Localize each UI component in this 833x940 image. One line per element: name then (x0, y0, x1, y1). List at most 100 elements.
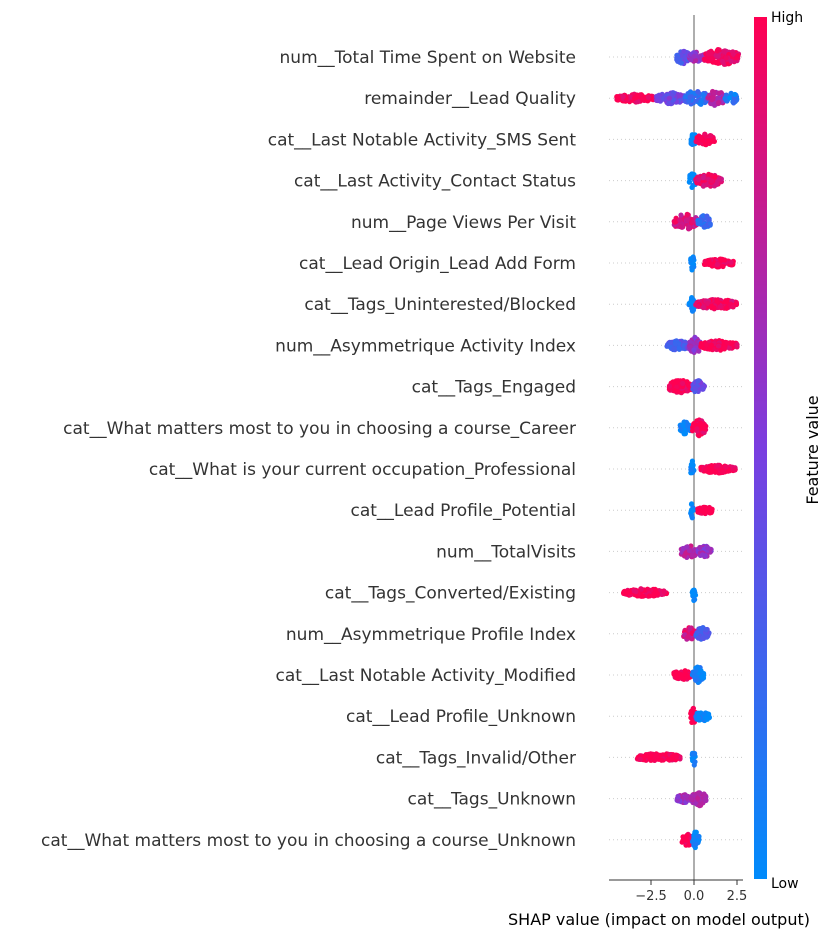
shap-point (620, 94, 626, 100)
shap-point (680, 422, 686, 428)
shap-point (714, 298, 720, 305)
shap-point (734, 55, 740, 61)
shap-point (716, 47, 722, 53)
feature-label: num__TotalVisits (436, 542, 576, 562)
shap-point (687, 339, 693, 345)
shap-point (712, 469, 718, 475)
shap-point (684, 832, 690, 838)
shap-point (684, 422, 690, 429)
shap-point (712, 59, 718, 65)
shap-point (695, 89, 701, 95)
shap-point (651, 593, 657, 599)
feature-label: num__Total Time Spent on Website (280, 48, 576, 68)
shap-point (669, 754, 675, 760)
shap-point (716, 176, 723, 182)
shap-point (720, 58, 726, 64)
shap-point (646, 593, 653, 599)
shap-point (698, 98, 704, 104)
shap-point (627, 589, 633, 595)
shap-point (693, 57, 699, 64)
shap-point (697, 544, 703, 551)
feature-label: cat__Lead Profile_Potential (350, 501, 576, 521)
shap-point (654, 93, 660, 99)
shap-point (645, 94, 652, 100)
shap-point (692, 597, 698, 603)
shap-point (695, 139, 702, 145)
shap-point (720, 469, 726, 475)
shap-point (708, 342, 715, 348)
shap-point (680, 834, 686, 840)
feature-label: cat__What is your current occupation_Pro… (149, 460, 576, 480)
shap-point (671, 346, 678, 352)
shap-point (674, 378, 681, 384)
shap-point (695, 715, 702, 721)
x-axis: −2.5 0.0 2.5 (609, 879, 747, 904)
shap-point (695, 303, 701, 309)
feature-label: cat__Last Notable Activity_Modified (276, 666, 576, 686)
shap-point (686, 98, 692, 104)
shap-point (716, 90, 722, 96)
shap-point (715, 343, 722, 349)
feature-label: num__Asymmetrique Activity Index (275, 336, 576, 356)
shap-point (706, 711, 712, 717)
shap-point (703, 796, 709, 803)
shap-point (692, 759, 698, 765)
shap-point (731, 100, 737, 106)
shap-point (689, 552, 696, 558)
shap-point (701, 224, 707, 230)
shap-point (727, 95, 733, 101)
shap-point (654, 752, 660, 758)
colorbar: High Low Feature value (754, 10, 822, 892)
colorbar-title: Feature value (803, 395, 822, 504)
colorbar-gradient (754, 17, 767, 879)
shap-point (685, 673, 691, 679)
feature-label: cat__Tags_Invalid/Other (376, 748, 576, 768)
shap-point (708, 172, 715, 178)
shap-point (700, 635, 706, 641)
shap-point (678, 674, 684, 680)
shap-point (689, 508, 695, 514)
shap-point (700, 305, 706, 311)
shap-point (721, 49, 727, 55)
shap-point (709, 466, 715, 472)
shap-point (720, 263, 726, 270)
shap-point (686, 548, 693, 554)
shap-point (689, 184, 695, 190)
shap-point (690, 591, 696, 597)
shap-point (732, 467, 738, 473)
shap-point (638, 586, 644, 592)
shap-point (695, 833, 701, 839)
shap-point (714, 261, 721, 268)
x-axis-label: SHAP value (impact on model output) (508, 910, 810, 929)
shap-point (693, 829, 699, 835)
shap-point (678, 60, 684, 66)
shap-point (713, 181, 720, 187)
shap-point (708, 51, 714, 57)
feature-label: remainder__Lead Quality (364, 89, 576, 109)
shap-point (688, 715, 694, 721)
shap-point (688, 461, 695, 468)
shap-point (666, 383, 673, 389)
shap-point (717, 304, 723, 310)
feature-label: num__Asymmetrique Profile Index (286, 625, 576, 645)
shap-point (691, 347, 697, 353)
shap-point (692, 385, 699, 391)
shap-point (709, 303, 715, 309)
shap-point (688, 796, 694, 802)
shap-point (696, 790, 702, 796)
shap-point (704, 213, 710, 219)
shap-point (698, 674, 705, 680)
shap-point (728, 259, 734, 265)
shap-point (688, 300, 694, 306)
feature-rows (609, 56, 743, 841)
shap-point (681, 48, 687, 55)
shap-point (683, 544, 690, 550)
shap-point (676, 346, 682, 352)
shap-point (723, 55, 729, 61)
shap-point (707, 510, 713, 516)
shap-point (696, 219, 703, 225)
shap-point (672, 341, 678, 347)
shap-point (703, 627, 709, 633)
shap-point (695, 795, 701, 801)
shap-point (634, 92, 640, 98)
